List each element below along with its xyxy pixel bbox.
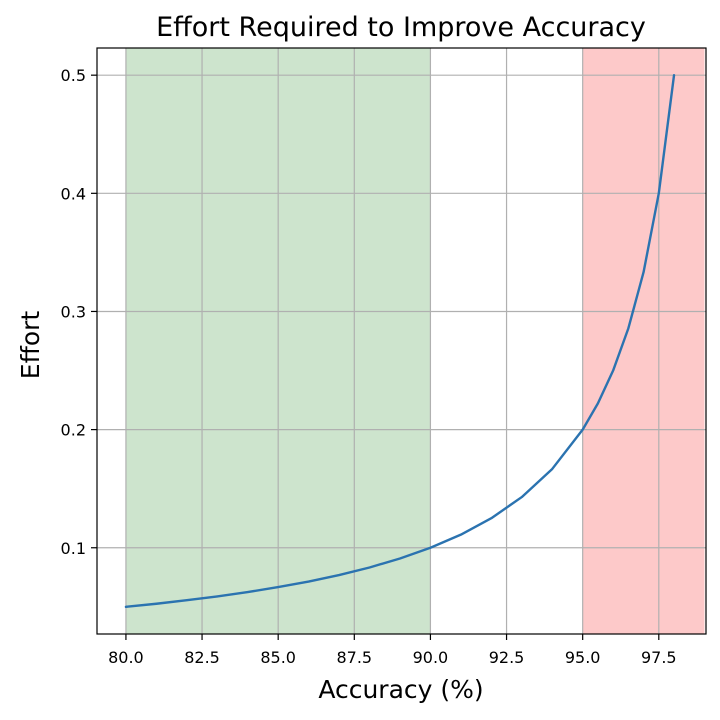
x-tick-label: 80.0 (108, 648, 144, 667)
x-tick-label: 97.5 (641, 648, 677, 667)
y-tick-label: 0.5 (61, 66, 86, 85)
series-line-1 (124, 73, 676, 609)
y-tick-label: 0.4 (61, 184, 86, 203)
x-tick-label: 92.5 (489, 648, 525, 667)
plot-frame (96, 47, 707, 635)
y-tick-label: 0.3 (61, 302, 86, 321)
x-axis-title: Accuracy (%) (318, 675, 483, 704)
grid (97, 48, 706, 634)
y-tick-label: 0.1 (61, 539, 86, 558)
x-tick-label: 95.0 (565, 648, 601, 667)
shaded-regions (125, 48, 705, 634)
x-tick-label: 90.0 (413, 648, 449, 667)
x-tick-label: 82.5 (184, 648, 220, 667)
axes: 80.0 82.5 85.0 87.5 90.0 92.5 95.0 97.5 0.1 0.2 0.… (61, 47, 707, 667)
chart-title: Effort Required to Improve Accuracy (156, 12, 646, 43)
series-lines (124, 73, 676, 609)
y-axis-title: Effort (16, 311, 45, 380)
shaded-region-2 (582, 48, 705, 634)
x-tick-label: 85.0 (260, 648, 296, 667)
x-tick-label: 87.5 (336, 648, 372, 667)
y-tick-label: 0.2 (61, 421, 86, 440)
